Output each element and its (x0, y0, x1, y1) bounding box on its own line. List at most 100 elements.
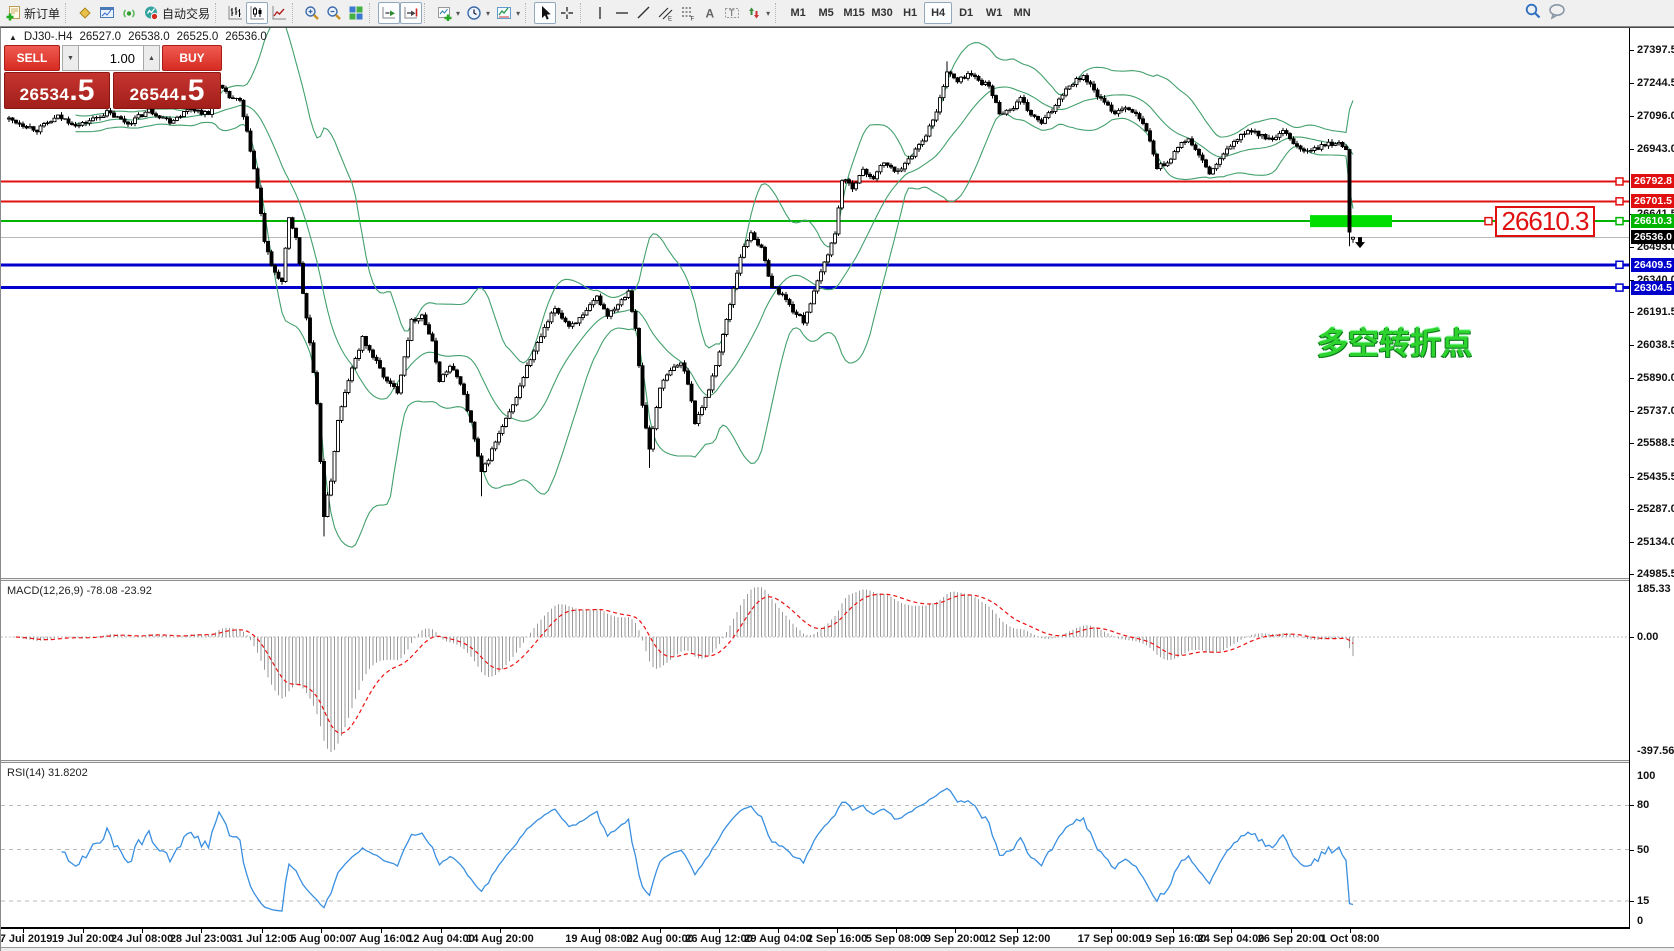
volume-decrease-button[interactable]: ▼ (62, 45, 79, 71)
zoom-out-button[interactable] (323, 2, 345, 24)
price-axis[interactable]: 27397.527244.527096.026943.026641.526493… (1629, 28, 1674, 929)
main-chart-canvas[interactable] (1, 28, 1629, 578)
tf-m15[interactable]: M15 (843, 7, 865, 19)
macd-pane[interactable]: MACD(12,26,9) -78.08 -23.92 (1, 581, 1629, 760)
macd-canvas[interactable] (1, 581, 1629, 760)
collapse-panel-arrow[interactable]: ▲ (9, 32, 17, 42)
cursor-button[interactable] (534, 2, 557, 24)
pane-divider[interactable] (1, 760, 1674, 763)
new-order-button[interactable]: 新订单 (2, 2, 63, 24)
pane-divider[interactable] (1, 578, 1674, 581)
sell-price-display[interactable]: 26534 .5 (4, 72, 110, 109)
time-tick-label: 19 Jul 20:00 (51, 933, 115, 945)
autotrading-button[interactable]: 自动交易 (140, 2, 213, 24)
chevron-down-icon[interactable]: ▾ (486, 8, 491, 18)
arrows-button[interactable]: ▾ (743, 2, 773, 24)
volume-input[interactable] (79, 45, 143, 71)
top-toolbar: 新订单 自动交易 ▾ ▾ ▾ E F A T ▾ M1 M5 M15 M30 H1 H4 D1 W1 MN (0, 0, 1674, 27)
indicators-icon (438, 7, 452, 21)
volume-increase-button[interactable]: ▲ (143, 45, 160, 71)
bollinger-band (75, 28, 1354, 364)
tile-windows-button[interactable] (345, 2, 367, 24)
channel-icon: E (658, 7, 673, 21)
indicators-button[interactable]: ▾ (433, 2, 463, 24)
price-line-badge: 26304.5 (1631, 281, 1674, 295)
buy-button[interactable]: BUY (162, 45, 222, 71)
tf-m5[interactable]: M5 (818, 7, 834, 19)
market-watch-button[interactable] (96, 2, 118, 24)
line-handle[interactable] (1615, 177, 1624, 186)
tf-mn[interactable]: MN (1013, 7, 1031, 19)
rsi-axis-label: 0 (1637, 915, 1644, 927)
fibonacci-button[interactable]: F (677, 2, 699, 24)
annotation-handle[interactable] (1484, 216, 1493, 226)
ohlc-open: 26527.0 (79, 31, 122, 43)
chart-shift-icon (404, 7, 418, 19)
line-chart-button[interactable] (268, 2, 290, 24)
text-label-button[interactable]: T (721, 2, 743, 24)
horizontal-line-icon (616, 12, 629, 14)
time-tick (837, 929, 838, 933)
tf-m30[interactable]: M30 (871, 7, 893, 19)
line-handle[interactable] (1615, 260, 1624, 270)
chat-button[interactable] (1548, 2, 1566, 25)
ohlc-high: 26538.0 (128, 31, 170, 43)
chevron-down-icon[interactable]: ▾ (456, 8, 461, 18)
tf-m1[interactable]: M1 (790, 7, 806, 19)
crosshair-button[interactable] (556, 2, 578, 24)
tile-windows-icon (349, 6, 363, 20)
signals-button[interactable] (118, 2, 140, 24)
equidistant-channel-button[interactable]: E (655, 2, 677, 24)
time-tick (599, 929, 600, 933)
zoom-in-button[interactable] (301, 2, 323, 24)
price-tick (1630, 477, 1634, 478)
price-tick (1630, 280, 1634, 281)
price-tick-label: 24985.5 (1637, 568, 1674, 580)
rsi-axis-label: 50 (1637, 844, 1650, 856)
tf-h4[interactable]: H4 (924, 2, 953, 24)
candlestick-chart-button[interactable] (246, 2, 269, 24)
periods-button[interactable]: ▾ (463, 2, 493, 24)
svg-text:A: A (706, 7, 715, 21)
toolbar-separator (580, 3, 587, 23)
vertical-line-button[interactable] (589, 2, 611, 24)
price-tick (1630, 50, 1634, 51)
tf-h1[interactable]: H1 (903, 7, 918, 19)
auto-scroll-button[interactable] (378, 2, 401, 24)
trendline-button[interactable] (633, 2, 655, 24)
line-handle[interactable] (1615, 197, 1624, 206)
line-handle[interactable] (1615, 283, 1624, 292)
price-annotation-box[interactable]: 26610.3 (1495, 206, 1595, 237)
templates-button[interactable]: ▾ (493, 2, 523, 24)
horizontal-line-button[interactable] (611, 2, 633, 24)
price-tick (1630, 509, 1634, 510)
tf-w1[interactable]: W1 (985, 7, 1003, 19)
bar-chart-button[interactable] (224, 2, 246, 24)
line-handle[interactable] (1615, 216, 1624, 226)
time-tick-label: 19 Sep 16:00 (1139, 933, 1207, 945)
macd-axis-tick (1630, 637, 1634, 638)
rsi-canvas[interactable] (1, 763, 1629, 929)
rsi-pane[interactable]: RSI(14) 31.8202 (1, 763, 1629, 929)
ohlc-close: 26536.0 (225, 31, 267, 43)
buy-price-display[interactable]: 26544 .5 (113, 72, 221, 109)
periods-icon (467, 6, 481, 20)
time-tick-label: 29 Aug 04:00 (744, 933, 812, 945)
new-chart-button[interactable] (74, 2, 96, 24)
ohlc-low: 26525.0 (176, 31, 219, 43)
chevron-down-icon[interactable]: ▾ (516, 8, 521, 18)
main-chart-pane[interactable] (1, 28, 1629, 578)
cursor-icon (542, 6, 551, 20)
sell-button[interactable]: SELL (4, 45, 60, 71)
search-icon (1525, 3, 1541, 19)
chart-shift-button[interactable] (400, 2, 423, 24)
search-button[interactable] (1524, 2, 1542, 25)
drop-arrow-marker[interactable] (1355, 237, 1365, 249)
turning-point-annotation[interactable]: 多空转折点 (1317, 326, 1472, 361)
bollinger-band (75, 113, 1354, 548)
tf-d1[interactable]: D1 (959, 7, 974, 19)
chevron-down-icon[interactable]: ▾ (766, 8, 771, 18)
text-button[interactable]: A (699, 2, 721, 24)
time-tick (381, 929, 382, 933)
